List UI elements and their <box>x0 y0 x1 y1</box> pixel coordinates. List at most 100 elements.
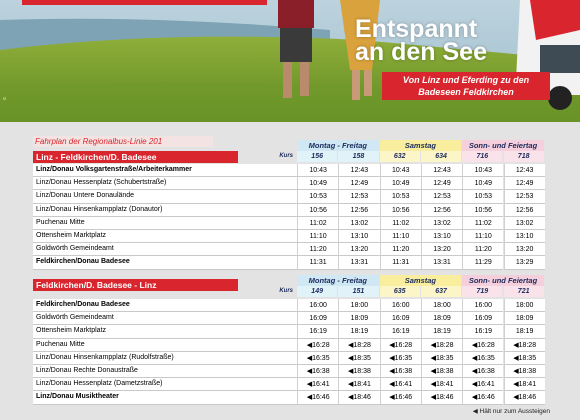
departure-time: 18:09 <box>503 312 545 326</box>
departure-time: 12:53 <box>420 190 463 204</box>
departure-time: 13:02 <box>420 216 463 230</box>
departure-time: 16:00 <box>379 299 421 313</box>
departure-time: 11:10 <box>462 230 504 244</box>
departure-time: 12:49 <box>338 177 380 191</box>
day-group-header: Montag - Freitag <box>297 275 379 286</box>
departure-time: 11:10 <box>379 230 421 244</box>
departure-time: 13:20 <box>503 243 545 257</box>
departure-time: ◀16:41 <box>462 378 504 392</box>
departure-time: 13:29 <box>503 256 545 270</box>
departure-time: ◀16:46 <box>462 391 504 405</box>
departure-time: ◀18:41 <box>420 378 463 392</box>
kurs-number: 158 <box>338 151 379 162</box>
departure-time: ◀16:28 <box>297 338 339 352</box>
departure-time: ◀16:38 <box>462 365 504 379</box>
departure-time: 12:56 <box>420 203 463 217</box>
subtitle-banner: Von Linz und Eferding zu den Badeseen Fe… <box>382 72 550 100</box>
kurs-number: 721 <box>503 286 544 297</box>
departure-time: 18:19 <box>420 325 463 339</box>
direction-label: Feldkirchen/D. Badesee - Linz <box>33 279 238 291</box>
departure-time: 16:09 <box>297 312 339 326</box>
departure-time: ◀16:28 <box>462 338 504 352</box>
departure-time: 10:49 <box>379 177 421 191</box>
departure-time: ◀18:35 <box>338 351 380 365</box>
departure-time: ◀16:41 <box>297 378 339 392</box>
departure-time: 10:43 <box>297 164 339 178</box>
headline-line: an den See <box>355 38 487 66</box>
stop-name: Linz/Donau Hessenplatz (Dametzstraße) <box>33 378 297 392</box>
kurs-number: 634 <box>420 151 462 162</box>
departure-time: 13:02 <box>338 216 380 230</box>
stop-name: Feldkirchen/Donau Badesee <box>33 256 297 270</box>
stop-name: Linz/Donau Volksgartenstraße/Arbeiterkam… <box>33 164 297 178</box>
departure-time: 16:19 <box>462 325 504 339</box>
day-group-header: Montag - Freitag <box>297 140 379 151</box>
departure-time: ◀18:28 <box>503 338 545 352</box>
departure-time: ◀18:46 <box>338 391 380 405</box>
departure-time: ◀16:35 <box>462 351 504 365</box>
departure-time: 10:53 <box>462 190 504 204</box>
departure-time: ◀16:41 <box>379 378 421 392</box>
departure-time: ◀16:38 <box>297 365 339 379</box>
kurs-number: 149 <box>297 286 338 297</box>
departure-time: 10:43 <box>462 164 504 178</box>
departure-time: 16:09 <box>462 312 504 326</box>
departure-time: ◀16:35 <box>297 351 339 365</box>
departure-time: 18:09 <box>420 312 463 326</box>
kurs-number: 635 <box>379 286 420 297</box>
departure-time: ◀18:41 <box>338 378 380 392</box>
kurs-number: 151 <box>338 286 379 297</box>
departure-time: 16:00 <box>297 299 339 313</box>
departure-time: 12:49 <box>420 177 463 191</box>
stop-name: Puchenau Mitte <box>33 216 297 230</box>
departure-time: 10:53 <box>379 190 421 204</box>
hero-photo: © <box>0 0 580 122</box>
departure-time: 18:00 <box>338 299 380 313</box>
departure-time: 13:20 <box>420 243 463 257</box>
departure-time: 11:20 <box>379 243 421 257</box>
departure-time: 18:19 <box>338 325 380 339</box>
departure-time: ◀18:46 <box>503 391 545 405</box>
kurs-number: 718 <box>503 151 544 162</box>
departure-time: ◀16:28 <box>379 338 421 352</box>
stop-name: Linz/Donau Musiktheater <box>33 391 297 405</box>
departure-time: 11:20 <box>297 243 339 257</box>
stop-name: Feldkirchen/Donau Badesee <box>33 299 297 313</box>
departure-time: 12:49 <box>503 177 545 191</box>
departure-time: 11:31 <box>297 256 339 270</box>
day-group-header: Sonn- und Feiertag <box>462 140 544 151</box>
departure-time: 11:02 <box>297 216 339 230</box>
departure-time: 11:02 <box>462 216 504 230</box>
departure-time: 12:43 <box>338 164 380 178</box>
direction-label: Linz - Feldkirchen/D. Badesee <box>33 151 238 163</box>
departure-time: ◀18:46 <box>420 391 463 405</box>
departure-time: ◀16:46 <box>379 391 421 405</box>
stop-name: Goldwörth Gemeindeamt <box>33 312 297 326</box>
departure-time: 16:09 <box>379 312 421 326</box>
departure-time: 13:31 <box>420 256 463 270</box>
departure-time: 12:53 <box>503 190 545 204</box>
kurs-number: 156 <box>297 151 338 162</box>
departure-time: 13:10 <box>503 230 545 244</box>
departure-time: ◀18:38 <box>420 365 463 379</box>
departure-time: 10:56 <box>462 203 504 217</box>
departure-time: 12:53 <box>338 190 380 204</box>
kurs-number: 637 <box>420 286 462 297</box>
departure-time: 13:10 <box>420 230 463 244</box>
stop-name: Linz/Donau Hessenplatz (Schubertstraße) <box>33 177 297 191</box>
departure-time: ◀18:28 <box>338 338 380 352</box>
stop-name: Linz/Donau Hinsenkampplatz (Donautor) <box>33 203 297 217</box>
departure-time: 12:56 <box>338 203 380 217</box>
day-group-header: Samstag <box>379 275 462 286</box>
departure-time: 10:53 <box>297 190 339 204</box>
kurs-number: 632 <box>379 151 420 162</box>
day-group-header: Sonn- und Feiertag <box>462 275 544 286</box>
kurs-number: 719 <box>462 286 503 297</box>
photo-credit: © <box>2 97 7 100</box>
departure-time: 11:29 <box>462 256 504 270</box>
footnote: ◀ Hält nur zum Aussteigen <box>472 408 550 415</box>
departure-time: 13:02 <box>503 216 545 230</box>
subtitle-line: Von Linz und Eferding zu den <box>402 75 530 85</box>
departure-time: 18:19 <box>503 325 545 339</box>
